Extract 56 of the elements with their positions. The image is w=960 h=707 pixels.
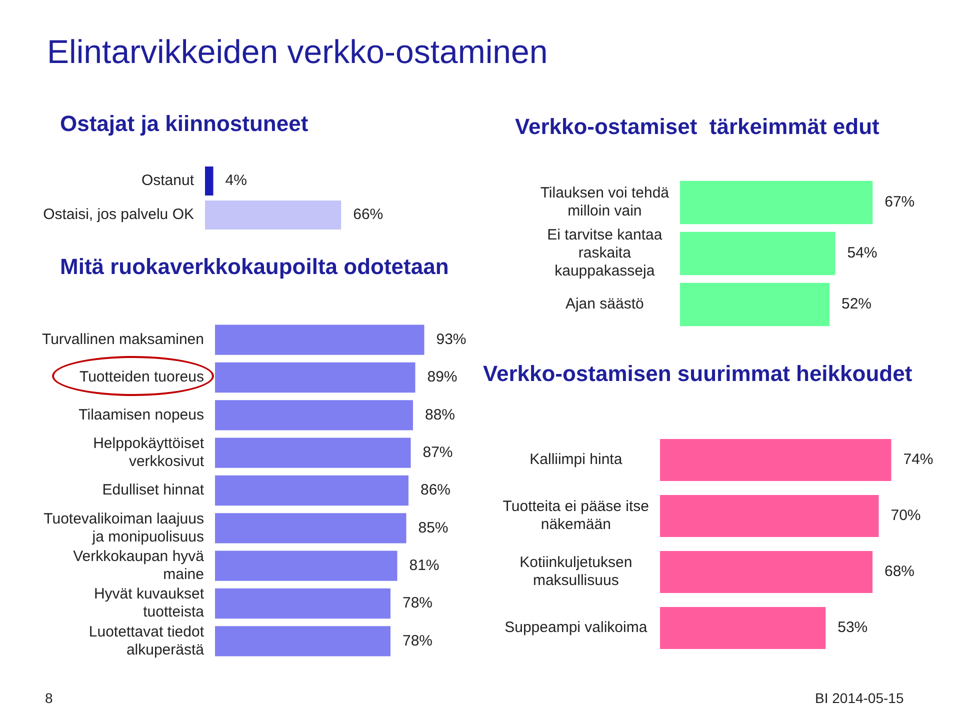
chart-title: Mitä ruokaverkkokaupoilta odotetaan [60,254,449,280]
data-label: 89% [427,368,458,386]
y-tick-label: Turvallinen maksaminen [42,330,204,348]
y-tick-label: Tuotteita ei pääse itse näkemään [502,498,649,534]
data-label: 68% [884,563,915,580]
y-tick-label: Tuotteiden tuoreus [79,368,204,386]
data-label: 78% [402,632,433,650]
chart-title: Verkko-ostamiset tärkeimmät edut [515,114,880,140]
data-label: 78% [402,594,433,612]
y-tick-label: Ajan säästö [565,296,644,313]
y-tick-label: Ostanut [141,172,195,190]
bar [215,550,398,581]
chart-subtitle: Ostajat ja kiinnostuneet [60,111,308,137]
bar [660,551,872,593]
bar [215,400,413,430]
bar [660,495,879,537]
chart-title: Elintarvikkeiden verkko-ostaminen [47,33,548,71]
bar [215,513,406,544]
y-tick-label: Helppokäyttöiset verkkosivut [93,434,205,470]
data-label: 53% [838,619,868,636]
data-label: 74% [903,451,934,468]
y-tick-label: Suppeampi valikoima [504,619,648,636]
data-label: 93% [436,330,466,348]
data-label: 87% [422,444,453,461]
data-label: 66% [353,206,384,224]
data-label: 86% [420,482,451,499]
data-label: 88% [425,406,456,424]
bar [215,362,416,393]
y-tick-label: Tuotevalikoiman laajuus ja monipuolisuus [44,510,204,546]
data-label: 81% [409,556,440,574]
y-tick-label: Tilauksen voi tehdä milloin vain [540,184,670,220]
bar [660,439,892,481]
y-tick-label: Hyvät kuvaukset tuotteista [94,586,205,621]
text: 8 [45,690,53,706]
y-tick-label: Edulliset hinnat [102,482,205,499]
y-tick-label: Kalliimpi hinta [530,451,623,468]
chart-title: Verkko-ostamisen suurimmat heikkoudet [483,361,912,387]
y-tick-label: Tilaamisen nopeus [78,406,204,424]
y-tick-label: Ostaisi, jos palvelu OK [43,206,194,224]
bar [215,324,424,355]
y-tick-label: Verkkokaupan hyvä maine [73,548,205,583]
data-label: 67% [884,194,915,211]
y-tick-label: Luotettavat tiedot alkuperästä [88,623,205,658]
text: BI 2014-05-15 [815,690,904,706]
bar [660,607,826,649]
y-tick-label: Ei tarvitse kantaa raskaita kauppakasseja [547,226,663,280]
bar [215,475,408,506]
data-label: 54% [847,244,878,262]
bar [215,626,390,656]
bar [215,588,390,619]
bar [215,438,411,468]
data-label: 70% [890,507,921,524]
y-tick-label: Kotiinkuljetuksen maksullisuus [520,554,632,590]
data-label: 4% [225,172,247,190]
data-label: 52% [842,296,872,313]
data-label: 85% [418,519,448,536]
